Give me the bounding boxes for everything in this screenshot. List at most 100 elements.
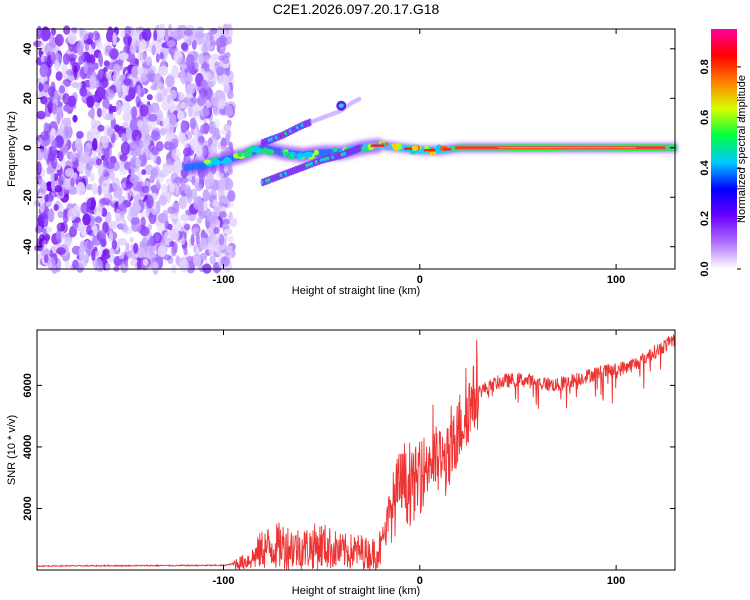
- noise-speckle: [55, 54, 62, 62]
- noise-speckle: [196, 96, 207, 107]
- noise-speckle: [129, 236, 134, 243]
- noise-speckle: [40, 54, 45, 63]
- trace-blob: [237, 151, 243, 157]
- noise-speckle: [156, 81, 165, 95]
- noise-speckle: [92, 149, 97, 160]
- trace-core-segment: [288, 149, 290, 157]
- noise-speckle: [121, 133, 127, 143]
- upper-branch-knot-core: [338, 103, 344, 108]
- noise-speckle: [91, 127, 97, 135]
- trace-core-segment: [325, 149, 328, 157]
- noise-speckle: [51, 27, 56, 36]
- noise-speckle: [202, 122, 210, 135]
- noise-speckle: [109, 170, 115, 181]
- noise-speckle: [183, 247, 188, 256]
- snr-background: [37, 330, 675, 570]
- noise-speckle: [47, 86, 56, 97]
- noise-speckle: [50, 156, 58, 169]
- snr-ytick-label: 4000: [22, 435, 34, 459]
- spectrogram-ytick-label: 0: [22, 145, 34, 151]
- noise-speckle: [93, 62, 99, 70]
- trace-core-segment: [669, 144, 671, 152]
- colorbar: 0.0 0.2 0.4 0.6 0.8 Normalized spectral ampl…: [699, 29, 748, 277]
- trace-core-segment: [402, 144, 404, 152]
- noise-speckle: [195, 232, 200, 245]
- noise-speckle: [218, 233, 225, 246]
- noise-speckle: [101, 180, 110, 194]
- noise-speckle: [219, 211, 227, 219]
- noise-speckle: [72, 222, 79, 229]
- spectrogram-ytick-label: 40: [22, 43, 34, 55]
- noise-speckle: [210, 34, 215, 46]
- noise-speckle: [47, 257, 56, 271]
- noise-speckle: [55, 229, 62, 243]
- snr-panel: -100 0 100 2000 4000 6000 Height of straight …: [6, 329, 676, 597]
- trace-core-segment: [184, 164, 186, 172]
- colorbar-tick-label: 0.8: [699, 59, 711, 74]
- trace-core-segment: [323, 149, 326, 157]
- spectrogram-frame: [36, 28, 676, 270]
- noise-speckle: [140, 148, 148, 155]
- noise-speckle: [86, 225, 92, 236]
- noise-speckle: [199, 252, 208, 262]
- trace-blob: [223, 156, 231, 164]
- noise-speckle: [157, 93, 163, 103]
- trace-core-segment: [362, 144, 365, 152]
- noise-speckle: [88, 109, 95, 118]
- noise-speckle: [186, 54, 195, 67]
- noise-speckle: [54, 185, 63, 193]
- noise-speckle: [179, 63, 188, 70]
- noise-speckle: [141, 169, 147, 176]
- noise-speckle: [53, 203, 59, 212]
- spectrogram-xtick-label: 0: [417, 274, 423, 286]
- noise-speckle: [38, 178, 46, 189]
- noise-speckle: [69, 225, 77, 238]
- noise-speckle: [57, 211, 64, 219]
- trace-blob: [252, 147, 260, 153]
- noise-speckle: [86, 38, 94, 45]
- noise-speckle: [43, 146, 48, 161]
- noise-speckle: [80, 202, 90, 215]
- noise-speckle: [76, 41, 84, 55]
- noise-speckle: [74, 136, 82, 151]
- trace-core-segment: [280, 148, 283, 156]
- noise-speckle: [171, 148, 181, 161]
- noise-speckle: [122, 219, 127, 231]
- noise-speckle: [51, 179, 56, 192]
- trace-blob: [203, 159, 212, 165]
- noise-speckle: [208, 242, 214, 256]
- noise-speckle: [51, 102, 57, 115]
- noise-speckle: [115, 208, 122, 222]
- noise-speckle: [57, 150, 64, 162]
- noise-speckle: [54, 59, 60, 71]
- noise-speckle: [149, 245, 156, 256]
- noise-speckle: [157, 246, 167, 258]
- noise-speckle: [155, 53, 160, 63]
- trace-core-segment: [199, 162, 202, 170]
- trace-core-segment: [388, 142, 390, 150]
- noise-speckle: [169, 240, 175, 247]
- trace-core-segment: [186, 163, 188, 171]
- noise-speckle: [201, 107, 210, 118]
- noise-speckle: [88, 134, 94, 141]
- colorbar-strip: [711, 29, 737, 269]
- noise-speckle: [200, 124, 205, 134]
- noise-speckle: [117, 238, 127, 246]
- noise-speckle: [53, 173, 59, 182]
- noise-speckle: [36, 161, 42, 176]
- noise-speckle: [89, 75, 97, 89]
- noise-speckle: [202, 189, 210, 202]
- noise-speckle: [101, 252, 111, 260]
- noise-speckle: [168, 99, 176, 113]
- noise-speckle: [54, 89, 59, 100]
- noise-speckle: [111, 239, 118, 250]
- trace-blob: [287, 154, 295, 160]
- spectrogram-xtick-label: -100: [212, 274, 234, 286]
- noise-speckle: [167, 206, 176, 214]
- noise-speckle: [118, 203, 127, 212]
- noise-speckle: [227, 235, 234, 243]
- noise-speckle: [123, 78, 132, 86]
- noise-speckle: [97, 124, 105, 132]
- trace-core-segment: [262, 144, 265, 152]
- noise-speckle: [56, 106, 64, 117]
